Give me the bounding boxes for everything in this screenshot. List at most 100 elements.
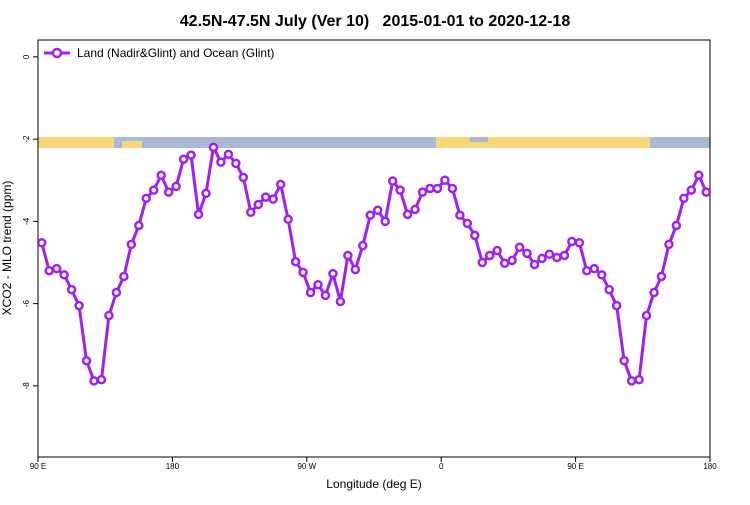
data-point bbox=[440, 175, 450, 185]
data-point bbox=[283, 214, 293, 225]
data-point bbox=[634, 374, 644, 385]
y-tick-label: -4 bbox=[22, 217, 31, 225]
data-point bbox=[611, 300, 622, 311]
data-point bbox=[148, 185, 159, 195]
data-point bbox=[343, 250, 353, 261]
data-point bbox=[567, 236, 577, 247]
data-point bbox=[604, 284, 614, 295]
data-point bbox=[425, 183, 435, 194]
land-band bbox=[470, 137, 488, 142]
data-point bbox=[208, 142, 219, 153]
ocean-band bbox=[122, 141, 142, 148]
data-point bbox=[358, 240, 368, 251]
data-point bbox=[231, 158, 241, 169]
legend-marker bbox=[51, 47, 63, 59]
ocean-band bbox=[38, 137, 114, 148]
x-tick-label: 90 E bbox=[567, 462, 583, 471]
data-point bbox=[305, 287, 316, 298]
data-point bbox=[328, 268, 338, 279]
data-point bbox=[36, 237, 47, 248]
data-point bbox=[119, 271, 129, 282]
land-band bbox=[38, 137, 710, 148]
data-point bbox=[544, 249, 555, 260]
data-point bbox=[395, 185, 405, 195]
data-point bbox=[671, 220, 682, 231]
data-point bbox=[492, 245, 502, 256]
data-point bbox=[656, 271, 667, 282]
data-point bbox=[641, 310, 652, 321]
data-point bbox=[111, 287, 122, 298]
data-point bbox=[163, 187, 174, 197]
x-tick-label: 0 bbox=[439, 462, 444, 471]
data-point bbox=[298, 267, 308, 278]
land-ocean-strip bbox=[38, 137, 710, 148]
data-point bbox=[260, 192, 271, 202]
data-point bbox=[499, 258, 510, 269]
data-point bbox=[596, 270, 607, 280]
data-point bbox=[582, 265, 592, 276]
data-point bbox=[417, 187, 428, 197]
data-point bbox=[193, 209, 204, 220]
data-point bbox=[290, 256, 301, 267]
data-point bbox=[313, 279, 323, 290]
data-point bbox=[529, 259, 540, 270]
data-point bbox=[104, 310, 114, 321]
data-point bbox=[470, 230, 480, 241]
chart-title: 42.5N-47.5N July (Ver 10) 2015-01-01 to … bbox=[180, 13, 571, 30]
data-point bbox=[559, 250, 570, 261]
legend-label: Land (Nadir&Glint) and Ocean (Glint) bbox=[77, 46, 274, 60]
data-point bbox=[701, 187, 712, 197]
data-point bbox=[365, 210, 376, 220]
data-point bbox=[223, 149, 234, 160]
data-point bbox=[186, 150, 196, 160]
data-point bbox=[380, 216, 390, 227]
data-point bbox=[686, 185, 697, 195]
data-point bbox=[253, 199, 264, 210]
data-point bbox=[246, 207, 256, 218]
data-point bbox=[59, 270, 69, 280]
y-axis-label: XCO2 - MLO trend (ppm) bbox=[0, 181, 14, 316]
data-point bbox=[44, 265, 54, 276]
y-tick-label: 0 bbox=[22, 54, 31, 59]
data-point bbox=[402, 209, 413, 220]
y-tick-label: -6 bbox=[22, 300, 31, 308]
data-point bbox=[574, 237, 585, 248]
data-point bbox=[156, 170, 166, 181]
data-point bbox=[664, 239, 674, 250]
data-point bbox=[238, 172, 249, 183]
data-point bbox=[387, 176, 398, 186]
data-point bbox=[455, 210, 465, 220]
data-point bbox=[484, 250, 495, 261]
data-point bbox=[201, 188, 211, 199]
data-point bbox=[171, 181, 181, 192]
data-point bbox=[268, 194, 278, 204]
x-tick-label: 180 bbox=[166, 462, 180, 471]
data-point bbox=[649, 287, 659, 298]
data-point bbox=[335, 296, 346, 307]
ocean-band bbox=[436, 137, 526, 148]
x-axis-label: Longitude (deg E) bbox=[326, 477, 421, 491]
data-point bbox=[81, 356, 92, 366]
ocean-band bbox=[526, 137, 650, 148]
y-tick-label: -8 bbox=[22, 382, 31, 390]
data-point bbox=[141, 193, 152, 204]
data-point bbox=[275, 179, 286, 190]
data-point bbox=[507, 255, 517, 266]
data-point bbox=[447, 183, 458, 194]
data-point bbox=[462, 218, 473, 229]
y-tick-label: -2 bbox=[22, 135, 31, 143]
data-point bbox=[514, 242, 525, 253]
data-point bbox=[89, 376, 99, 386]
data-point bbox=[74, 300, 84, 311]
data-point bbox=[350, 264, 361, 275]
data-point bbox=[589, 263, 600, 274]
data-point bbox=[410, 204, 420, 215]
data-point bbox=[626, 376, 637, 386]
x-tick-label: 90 E bbox=[30, 462, 46, 471]
data-point bbox=[66, 284, 77, 295]
plot-frame bbox=[37, 39, 711, 458]
data-point bbox=[694, 170, 704, 181]
